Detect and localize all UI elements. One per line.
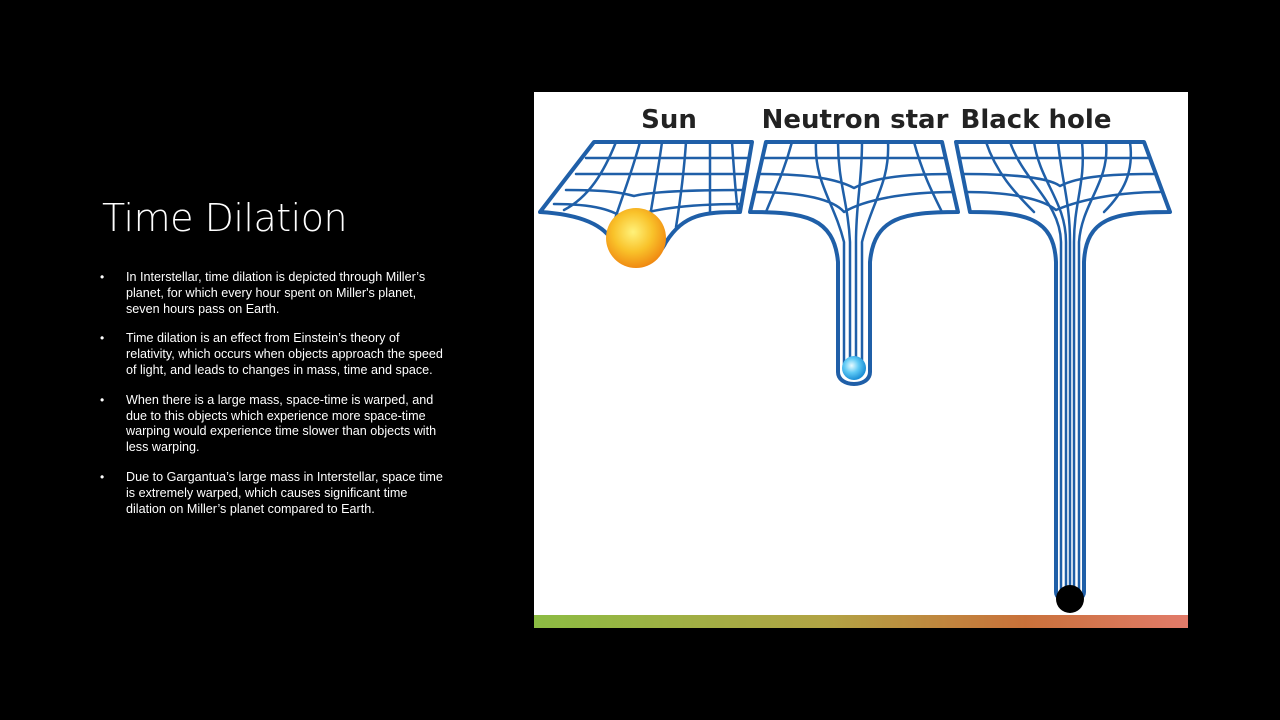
sun-sphere (606, 208, 666, 268)
black-hole-sphere (1056, 585, 1084, 613)
neutron-star-spacetime-grid (748, 140, 960, 386)
bullet-marker: • (100, 469, 105, 484)
black-hole-spacetime-grid (954, 140, 1172, 603)
spacetime-diagram: Sun Neutron star Black hole (538, 105, 1172, 613)
bullet-item: • Due to Gargantua’s large mass in Inter… (100, 470, 445, 517)
label-sun: Sun (641, 105, 697, 135)
bullet-item: • In Interstellar, time dilation is depi… (100, 270, 445, 317)
bottom-gradient-bar (534, 615, 1188, 628)
bullet-marker: • (100, 331, 105, 346)
neutron-star-sphere (842, 356, 866, 380)
label-black-hole: Black hole (961, 105, 1112, 135)
bullet-text: When there is a large mass, space-time i… (126, 392, 437, 455)
label-neutron-star: Neutron star (762, 105, 949, 135)
slide-title: Time Dilation (102, 196, 348, 240)
bullet-marker: • (100, 392, 105, 407)
bullet-list: • In Interstellar, time dilation is depi… (100, 270, 445, 531)
bullet-text: In Interstellar, time dilation is depict… (126, 270, 426, 316)
bullet-item: • When there is a large mass, space-time… (100, 393, 445, 456)
bullet-text: Time dilation is an effect from Einstein… (126, 331, 443, 377)
bullet-text: Due to Gargantua’s large mass in Interst… (126, 469, 443, 516)
spacetime-figure: Sun Neutron star Black hole (534, 92, 1188, 628)
bullet-marker: • (100, 270, 105, 284)
bullet-item: • Time dilation is an effect from Einste… (100, 331, 445, 378)
